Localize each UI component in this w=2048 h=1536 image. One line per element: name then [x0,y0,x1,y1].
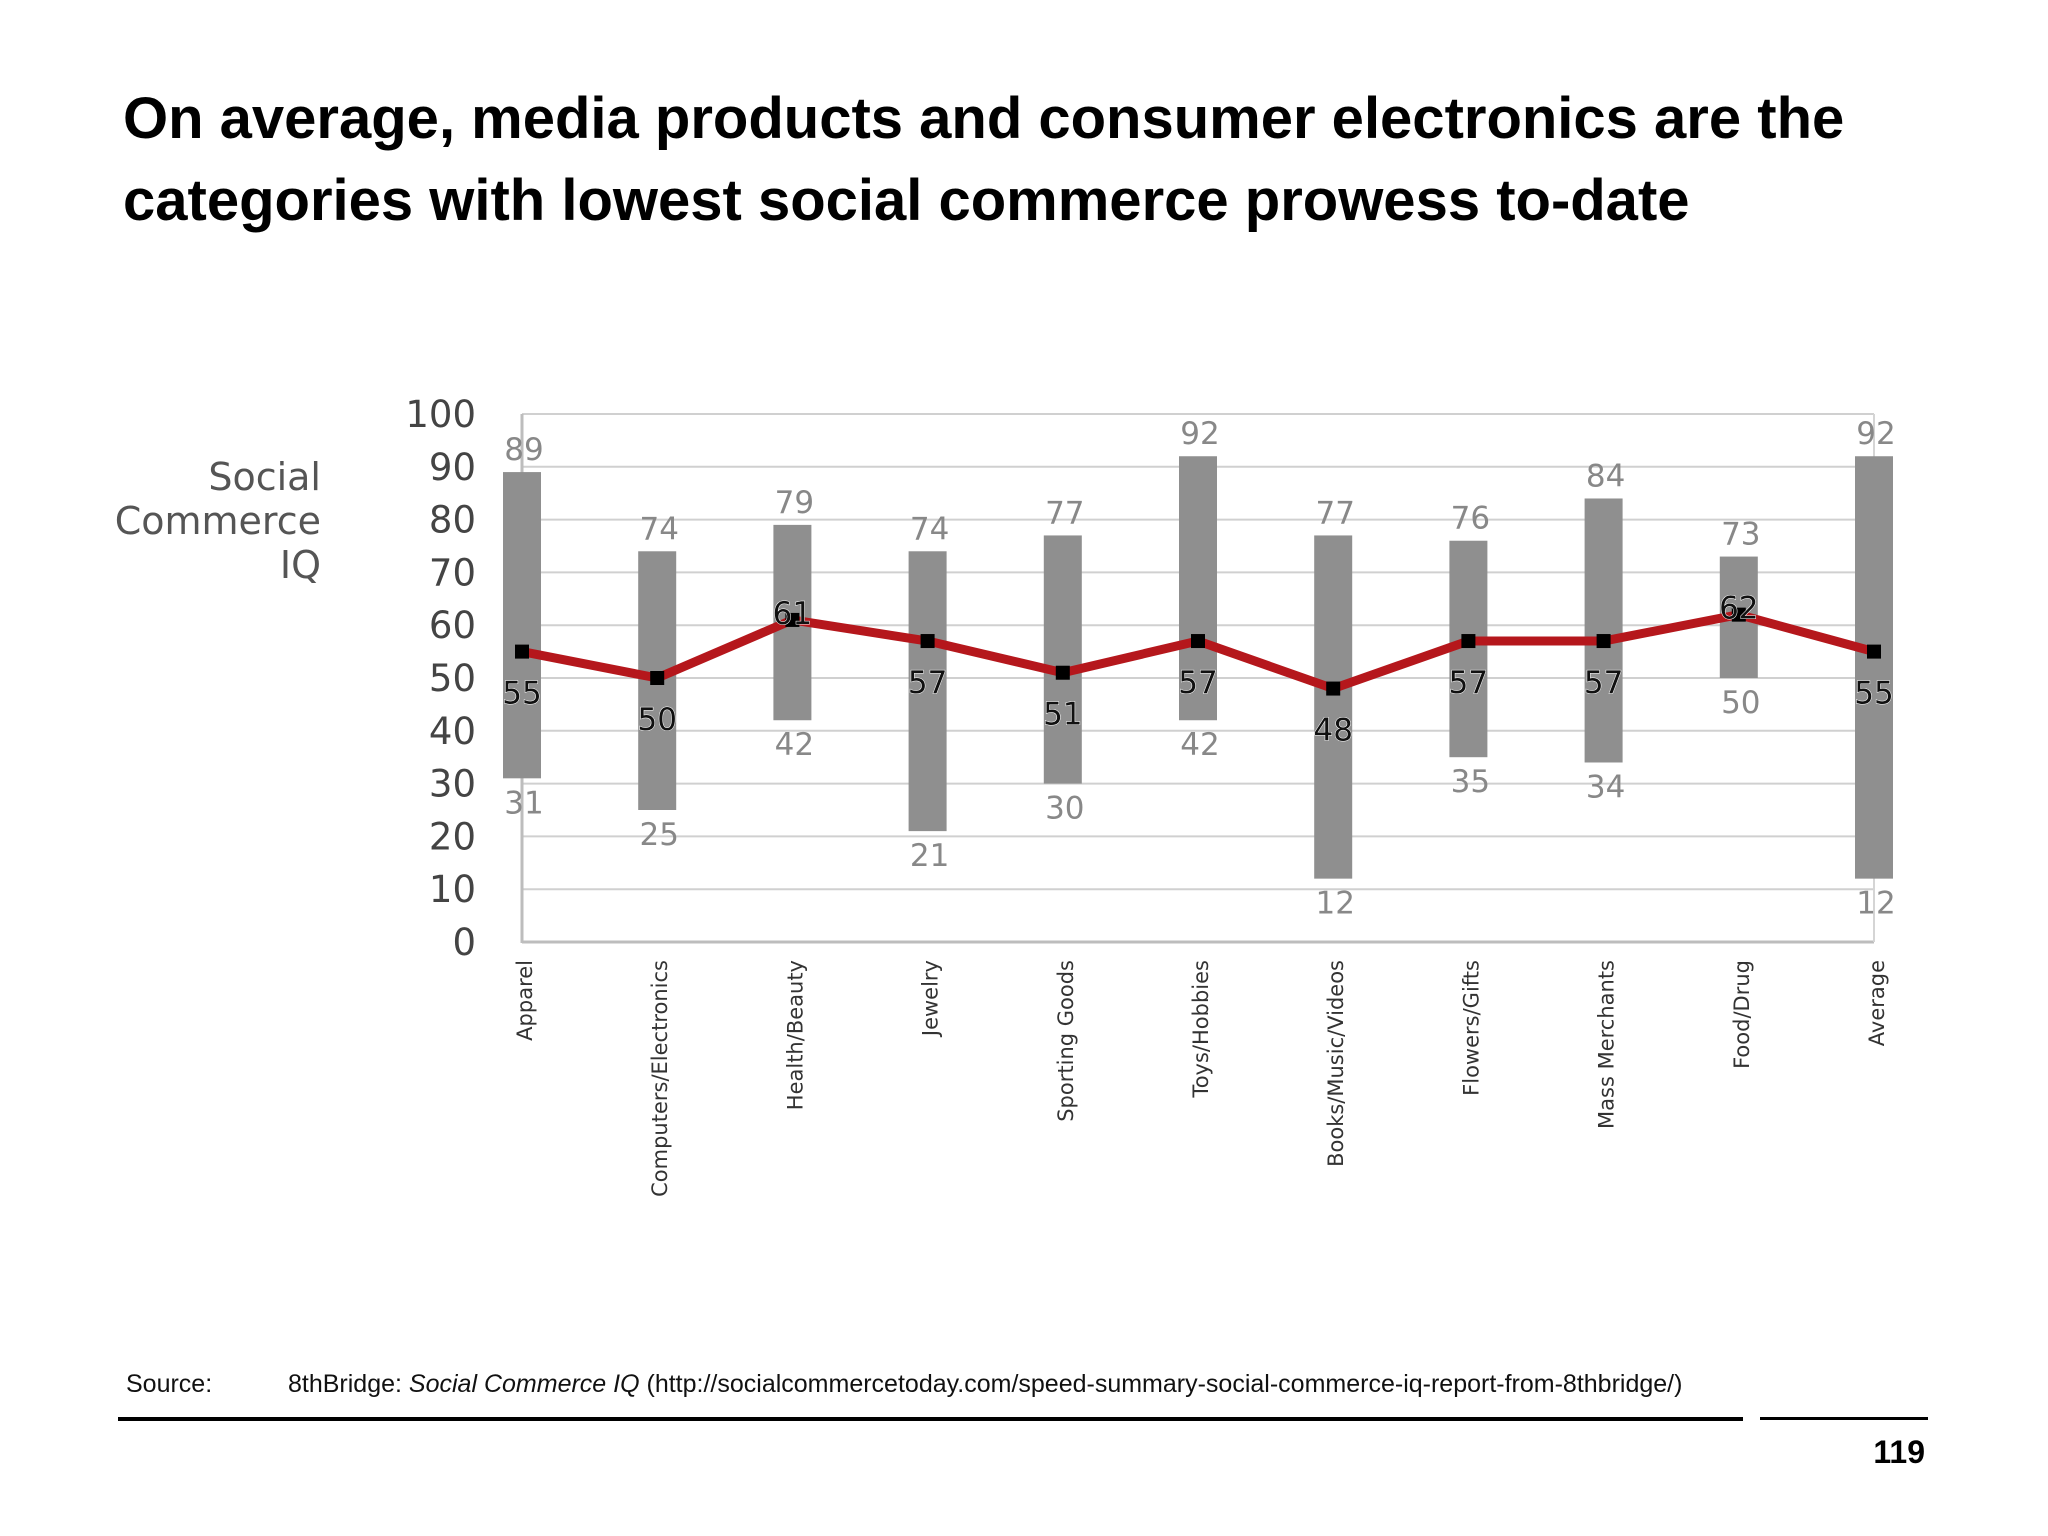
source-citation: 8thBridge: Social Commerce IQ (http://so… [288,1370,1682,1399]
average-value-label: 57 [1178,665,1217,701]
y-tick-label: 90 [429,446,476,489]
min-value-label: 42 [1180,727,1219,763]
average-value-label: 62 [1719,591,1758,627]
average-value-label: 57 [1584,665,1623,701]
x-category-label: Mass Merchants [1595,960,1619,1129]
x-category-label: Food/Drug [1730,960,1754,1069]
slide-title: On average, media products and consumer … [123,86,1845,233]
average-marker [1596,634,1611,649]
average-marker [1731,607,1746,622]
max-value-label: 89 [504,432,543,468]
range-bar [1043,535,1082,784]
page-number-rule [1760,1417,1928,1420]
min-value-label: 30 [1045,791,1084,827]
range-bar [1179,456,1217,721]
y-tick-label: 80 [429,499,476,542]
max-value-label: 74 [639,511,678,547]
y-tick-label: 50 [429,657,476,700]
min-value-label: 12 [1856,886,1895,922]
max-value-label: 76 [1451,501,1490,537]
average-value-label: 57 [908,665,947,701]
x-category-label: Jewelry [919,960,943,1038]
range-bar [503,472,541,779]
y-tick-label: 30 [429,763,476,806]
source-label: Source: [126,1370,213,1398]
y-tick-label: 70 [429,551,476,594]
y-tick-label: 20 [429,815,476,858]
range-bar [1584,498,1623,763]
average-marker [1326,681,1341,696]
min-value-label: 34 [1586,769,1625,805]
y-axis-title-line: IQ [279,543,321,587]
min-value-label: 42 [775,727,814,763]
page-number: 119 [1873,1434,1925,1470]
y-tick-label: 10 [429,868,476,911]
y-tick-label: 40 [429,710,476,753]
max-value-label: 84 [1586,458,1625,494]
min-value-label: 12 [1315,886,1354,922]
average-value-label: 55 [502,676,541,712]
source-publisher: 8thBridge: [288,1370,402,1398]
max-value-label: 74 [910,511,949,547]
x-category-label: Toys/Hobbies [1189,960,1213,1099]
average-marker [1867,644,1881,659]
x-category-label: Books/Music/Videos [1324,960,1348,1167]
x-category-label: Health/Beauty [783,960,807,1110]
y-tick-label: 100 [405,393,476,436]
x-category-label: Flowers/Gifts [1459,960,1483,1096]
average-marker [785,612,800,627]
min-value-label: 50 [1721,685,1760,721]
y-axis-title-line: Commerce [114,499,321,543]
source-url[interactable]: (http://socialcommercetoday.com/speed-su… [646,1370,1683,1398]
y-tick-label: 0 [452,921,476,964]
max-value-label: 73 [1721,517,1760,553]
average-marker [920,634,935,649]
average-marker [515,644,529,659]
range-bar [908,551,947,832]
x-category-label: Computers/Electronics [648,960,672,1197]
average-value-label: 51 [1043,697,1082,733]
average-marker [650,671,665,685]
y-tick-label: 60 [429,604,476,647]
footer-rule [118,1417,1743,1421]
average-value-label: 50 [637,702,676,738]
max-value-label: 92 [1856,416,1895,452]
average-marker [1461,634,1476,649]
x-category-label: Average [1865,960,1889,1046]
max-value-label: 77 [1045,495,1084,531]
max-value-label: 92 [1180,416,1219,452]
x-category-label: Apparel [513,960,537,1041]
x-category-label: Sporting Goods [1054,960,1078,1122]
source-report-title: Social Commerce IQ [408,1370,640,1398]
average-marker [1055,665,1070,680]
average-value-label: 55 [1854,676,1893,712]
average-value-label: 57 [1449,665,1488,701]
range-bar [1855,456,1893,879]
average-value-label: 48 [1313,713,1352,749]
min-value-label: 35 [1451,764,1490,800]
max-value-label: 79 [775,485,814,521]
y-axis-title: Social Commerce IQ [71,455,321,587]
y-axis-title-line: Social [208,455,321,499]
max-value-label: 77 [1315,495,1354,531]
min-value-label: 31 [504,785,543,821]
min-value-label: 25 [639,817,678,853]
average-value-label: 61 [773,596,812,632]
min-value-label: 21 [910,838,949,874]
range-bar [1314,535,1353,879]
average-marker [1191,634,1205,649]
